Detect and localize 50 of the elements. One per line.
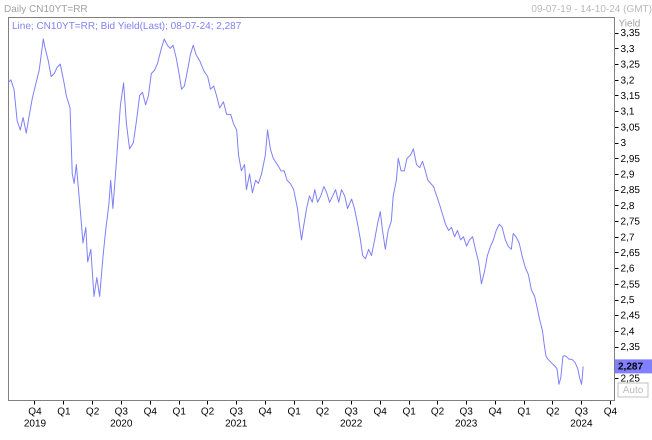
y-tick-label: 2,4	[620, 326, 635, 338]
text: Auto	[622, 385, 644, 396]
x-tick-label: Q3 2021	[225, 406, 248, 430]
x-tick-label: Q1	[402, 406, 416, 418]
x-tick-label: Q2	[316, 406, 330, 418]
y-tick-label: 2,5	[620, 295, 635, 306]
y-tick-label: 2,6	[620, 264, 635, 275]
y-tick-label: 3,25	[620, 60, 640, 71]
y-tick-label: 3,1	[620, 106, 635, 118]
x-tick-label: Q2	[430, 406, 445, 418]
x-tick-label: Q1	[288, 406, 302, 418]
x-tick-label: Q2	[546, 406, 560, 418]
x-tick-label: Q3 2023	[455, 406, 478, 430]
y-tick-label: 2,65	[620, 248, 640, 259]
x-tick-label: Q4	[144, 406, 158, 418]
y-tick-label: 2,55	[620, 279, 640, 290]
y-tick-label: 3,15	[620, 90, 640, 102]
x-tick-label: Q4	[258, 406, 272, 418]
x-tick-label: Q4 2019	[24, 406, 47, 430]
x-tick-label: Q2	[200, 406, 215, 418]
y-tick-label: 2,75	[620, 216, 640, 228]
y-tick-label: 2,9	[620, 169, 635, 180]
x-tick-label: Q2	[86, 406, 100, 418]
x-tick-label: Q3 2024	[570, 406, 593, 430]
x-tick-label: Q4	[488, 406, 502, 418]
text: 09-07-19 - 14-10-24 (GMT)	[531, 4, 652, 15]
x-tick-label: Q1	[172, 406, 186, 418]
x-tick-label: Q1	[517, 406, 532, 418]
y-tick-label: 2,7	[620, 232, 635, 244]
chart-title: Daily CN10YT=RR	[4, 4, 88, 15]
x-tick-label: Q4	[604, 406, 618, 418]
y-tick-label: 3,05	[620, 122, 640, 134]
y-tick-label: 2,8	[620, 200, 635, 212]
y-tick-label: 2,95	[620, 154, 640, 165]
x-tick-label: Q3 2022	[340, 406, 363, 430]
x-tick-label: Q3 2020	[110, 406, 133, 430]
text: 2,287	[618, 361, 644, 372]
line-series	[8, 38, 584, 385]
y-tick-label: 3,35	[620, 28, 640, 40]
y-tick-label: 3,3	[620, 44, 635, 55]
y-tick-label: 3	[620, 138, 626, 150]
y-axis-title: Yield	[618, 18, 640, 30]
x-tick-label: Q1	[57, 406, 72, 418]
text: Line; CN10YT=RR; Bid Yield(Last); 08-07-24; 2,287	[12, 21, 242, 32]
y-tick-label: 3,2	[620, 75, 635, 86]
y-tick-label: 2,35	[620, 342, 640, 354]
y-tick-label: 2,85	[620, 185, 640, 196]
x-tick-label: Q4	[373, 406, 388, 418]
y-tick-label: 2,45	[620, 310, 640, 322]
y-tick-label: 2,25	[620, 374, 640, 385]
